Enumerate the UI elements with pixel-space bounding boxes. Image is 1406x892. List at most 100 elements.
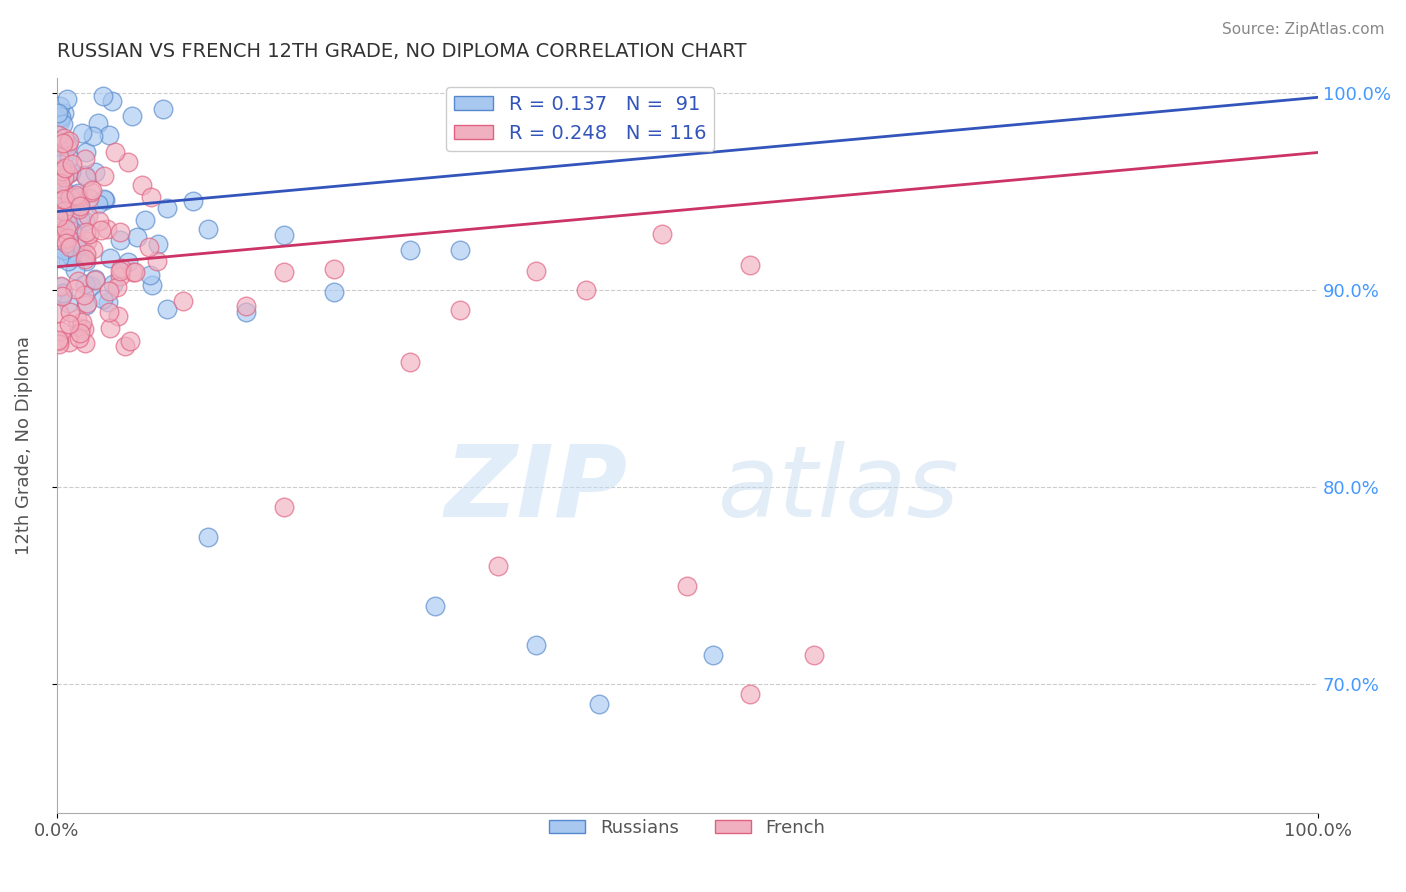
Point <box>49 278 72 293</box>
Point <box>48 306 70 320</box>
Point <box>48 235 70 250</box>
Point <box>75 170 97 185</box>
Point <box>108 233 131 247</box>
Point <box>49 167 72 181</box>
Point <box>134 212 156 227</box>
Point <box>51 182 73 196</box>
Point <box>139 190 162 204</box>
Point <box>75 247 97 261</box>
Point <box>65 312 87 326</box>
Point <box>46 128 69 142</box>
Point <box>75 277 97 292</box>
Point <box>98 284 121 298</box>
Point <box>82 242 104 256</box>
Point <box>91 292 114 306</box>
Point <box>70 126 93 140</box>
Point <box>65 187 87 202</box>
Point <box>48 150 70 164</box>
Point <box>52 204 75 219</box>
Point <box>122 264 145 278</box>
Point <box>46 191 69 205</box>
Point <box>398 355 420 369</box>
Point <box>156 301 179 316</box>
Point <box>82 183 104 197</box>
Point <box>56 296 79 310</box>
Legend: Russians, French: Russians, French <box>543 812 832 844</box>
Point <box>107 309 129 323</box>
Point <box>98 305 121 319</box>
Y-axis label: 12th Grade, No Diploma: 12th Grade, No Diploma <box>15 335 32 555</box>
Point <box>181 194 204 209</box>
Point <box>152 102 174 116</box>
Point <box>67 186 90 201</box>
Point <box>60 226 83 240</box>
Point <box>60 224 83 238</box>
Point <box>117 154 139 169</box>
Point <box>52 117 75 131</box>
Point <box>46 139 69 153</box>
Point <box>108 225 131 239</box>
Point <box>93 169 115 184</box>
Point <box>235 305 257 319</box>
Point <box>75 145 97 159</box>
Point <box>87 214 110 228</box>
Point <box>46 210 69 224</box>
Point <box>48 251 70 265</box>
Point <box>46 207 69 221</box>
Point <box>588 697 610 711</box>
Point <box>108 269 131 284</box>
Point <box>58 334 80 349</box>
Point <box>75 297 97 311</box>
Point <box>46 111 69 125</box>
Point <box>46 106 69 120</box>
Point <box>69 326 91 340</box>
Point <box>524 263 547 277</box>
Point <box>55 222 77 236</box>
Point <box>803 648 825 662</box>
Point <box>53 131 76 145</box>
Point <box>118 334 141 348</box>
Point <box>80 185 103 199</box>
Point <box>51 324 73 338</box>
Point <box>63 190 86 204</box>
Point <box>59 165 82 179</box>
Point <box>98 321 121 335</box>
Point <box>48 337 70 351</box>
Point <box>56 217 79 231</box>
Point <box>75 253 97 268</box>
Point <box>65 235 87 249</box>
Point <box>73 322 96 336</box>
Point <box>156 201 179 215</box>
Point <box>58 253 80 268</box>
Point <box>117 255 139 269</box>
Point <box>79 227 101 242</box>
Point <box>56 211 79 225</box>
Point <box>323 262 346 277</box>
Point <box>80 279 103 293</box>
Point <box>87 116 110 130</box>
Point <box>52 138 75 153</box>
Point <box>53 148 76 162</box>
Point <box>70 238 93 252</box>
Point <box>101 95 124 109</box>
Point <box>83 272 105 286</box>
Point <box>740 687 762 701</box>
Point <box>56 230 79 244</box>
Point <box>77 191 100 205</box>
Point <box>104 145 127 159</box>
Point <box>51 192 73 206</box>
Point <box>66 274 89 288</box>
Point <box>197 222 219 236</box>
Point <box>59 305 82 319</box>
Point <box>121 109 143 123</box>
Point <box>575 283 598 297</box>
Point <box>235 299 257 313</box>
Point <box>73 288 96 302</box>
Point <box>82 128 104 143</box>
Text: RUSSIAN VS FRENCH 12TH GRADE, NO DIPLOMA CORRELATION CHART: RUSSIAN VS FRENCH 12TH GRADE, NO DIPLOMA… <box>56 42 747 61</box>
Text: Source: ZipAtlas.com: Source: ZipAtlas.com <box>1222 22 1385 37</box>
Point <box>59 240 82 254</box>
Point <box>65 282 87 296</box>
Point <box>124 265 146 279</box>
Point <box>273 500 295 515</box>
